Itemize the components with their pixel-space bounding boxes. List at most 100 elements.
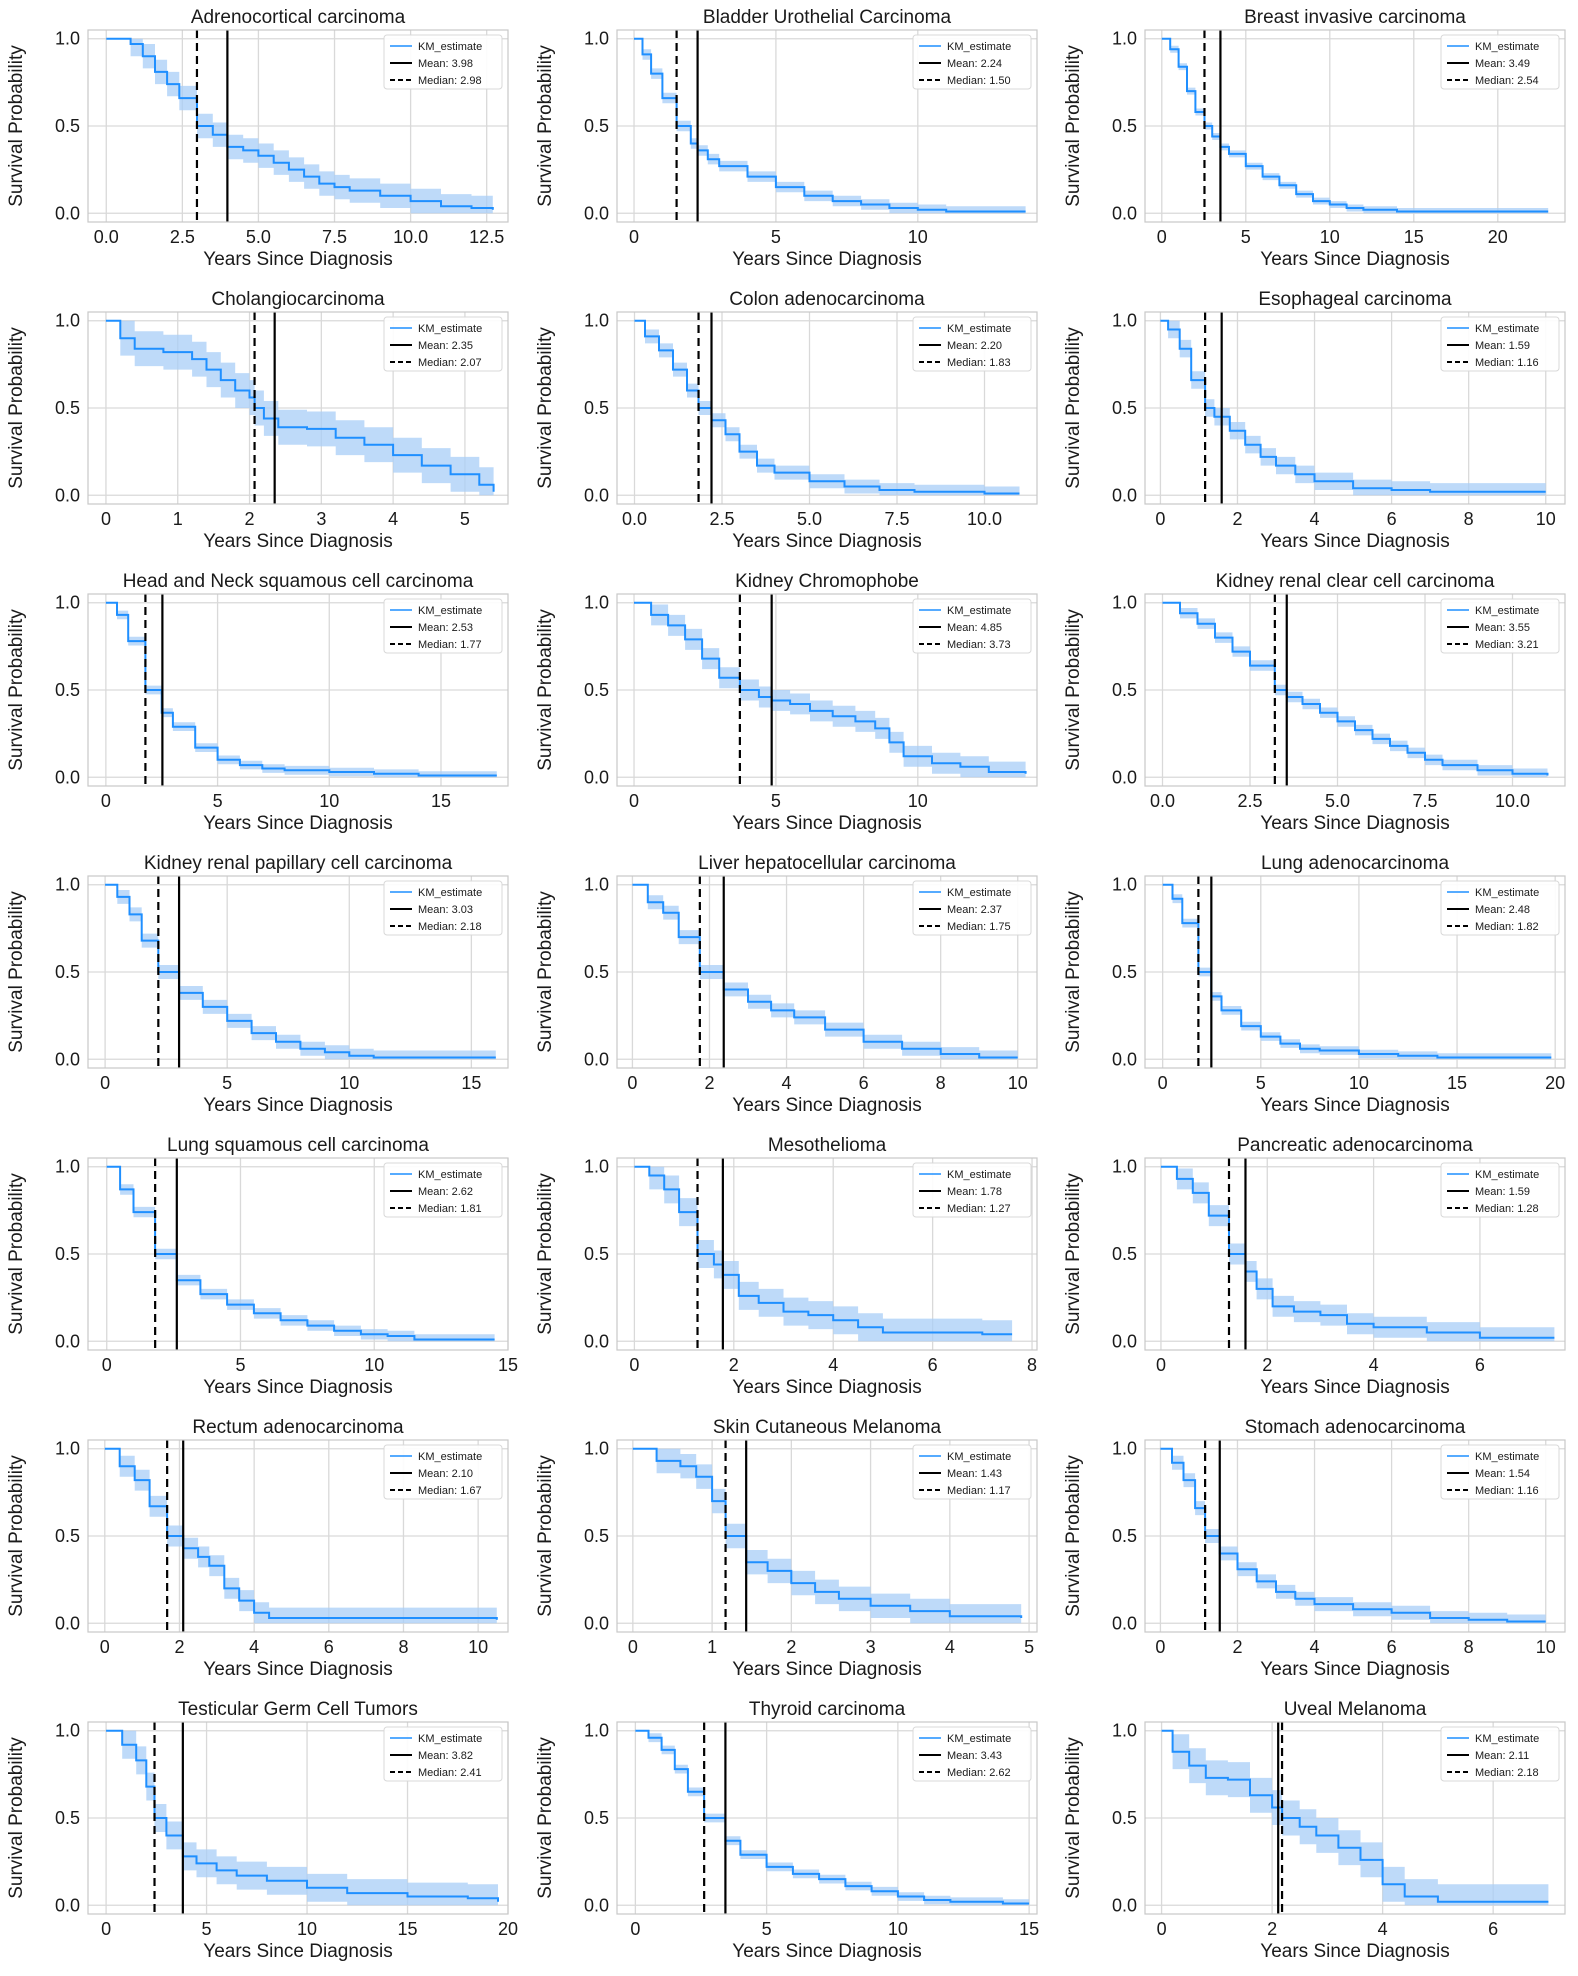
y-tick-label: 1.0 [1112,311,1137,331]
y-tick-label: 0.5 [1112,1526,1137,1546]
y-tick-label: 0.0 [1112,203,1137,223]
x-axis-label: Years Since Diagnosis [203,813,392,834]
km-estimate-line [632,1447,1023,1618]
chart-title: Breast invasive carcinoma [1244,7,1466,28]
x-tick-label: 0 [101,509,111,529]
legend-median-entry: Median: 1.28 [1475,1203,1539,1215]
chart-title: Stomach adenocarcinoma [1245,1417,1466,1438]
y-tick-label: 1.0 [584,1721,609,1741]
legend: KM_estimate Mean: 2.37 Median: 1.75 [912,880,1032,936]
x-tick-label: 6 [1488,1919,1498,1939]
legend-box [383,316,503,372]
km-panel-15: Pancreatic adenocarcinoma 0 2 4 6 0.0 0.5 1.0 Ye… [1063,1135,1566,1398]
y-tick-label: 1.0 [1112,29,1137,49]
y-tick-label: 0.0 [584,1049,609,1069]
y-axis-label: Survival Probability [535,1737,556,1899]
legend-km-entry: KM_estimate [1475,1169,1539,1181]
x-tick-label: 0 [1157,227,1167,247]
x-tick-label: 0 [100,1637,110,1657]
x-tick-label: 10 [908,791,928,811]
x-tick-label: 6 [1387,1637,1397,1657]
km-panel-6: Esophageal carcinoma 0 2 4 6 8 10 0.0 0.5 1.0 Year… [1063,289,1566,552]
km-confidence-band [634,38,1026,214]
plot-frame [87,29,509,223]
legend-km-entry: KM_estimate [947,1451,1011,1463]
plot-frame [1144,1439,1566,1633]
legend-mean-entry: Mean: 3.03 [418,904,473,916]
x-tick-label: 8 [398,1637,408,1657]
x-tick-label: 6 [859,1073,869,1093]
chart-title: Head and Neck squamous cell carcinoma [123,571,474,592]
x-tick-label: 0 [1155,1637,1165,1657]
plot-frame [616,593,1038,787]
y-axis-label: Survival Probability [6,45,27,207]
y-tick-label: 0.5 [1112,116,1137,136]
km-estimate-line [635,1729,1030,1905]
chart-title: Mesothelioma [768,1135,887,1156]
x-tick-label: 2 [1262,1355,1272,1375]
legend: KM_estimate Mean: 3.55 Median: 3.21 [1440,598,1560,654]
x-axis-label: Years Since Diagnosis [732,1659,921,1680]
legend-median-entry: Median: 1.17 [947,1485,1011,1497]
km-confidence-band [632,1448,1022,1624]
legend-km-entry: KM_estimate [1475,323,1539,335]
legend-box [912,1444,1032,1500]
y-axis-label: Survival Probability [1063,1455,1084,1617]
y-tick-label: 0.0 [584,1613,609,1633]
legend-box [1440,880,1560,936]
y-axis-label: Survival Probability [1063,609,1084,771]
chart-title: Colon adenocarcinoma [729,289,925,310]
y-tick-label: 0.0 [1112,485,1137,505]
x-axis-label: Years Since Diagnosis [1260,531,1449,552]
legend-mean-entry: Mean: 3.49 [1475,58,1530,70]
x-tick-label: 4 [1378,1919,1388,1939]
km-panel-9: Kidney renal clear cell carcinoma 0.0 2.5 5… [1063,571,1566,834]
legend-median-entry: Median: 1.16 [1475,1485,1539,1497]
x-tick-label: 3 [316,509,326,529]
km-confidence-band [1160,1166,1555,1342]
legend: KM_estimate Mean: 1.54 Median: 1.16 [1440,1444,1560,1500]
x-tick-label: 2.5 [709,509,734,529]
x-tick-label: 2 [245,509,255,529]
x-tick-label: 0 [100,1073,110,1093]
legend: KM_estimate Mean: 3.82 Median: 2.41 [383,1726,503,1782]
y-axis-label: Survival Probability [535,891,556,1053]
chart-title: Kidney Chromophobe [735,571,919,592]
x-tick-label: 5 [213,791,223,811]
legend-box [912,598,1032,654]
y-tick-label: 0.5 [55,398,80,418]
x-tick-label: 4 [249,1637,259,1657]
km-panel-17: Skin Cutaneous Melanoma 0 1 2 3 4 5 0.0 0.5 1.0 Ye… [535,1417,1038,1680]
plot-frame [87,593,509,787]
y-tick-label: 1.0 [584,875,609,895]
y-tick-label: 0.0 [1112,1331,1137,1351]
x-tick-label: 15 [1404,227,1424,247]
km-estimate-line [106,1165,495,1341]
y-tick-label: 0.0 [1112,1895,1137,1915]
legend: KM_estimate Mean: 2.53 Median: 1.77 [383,598,503,654]
x-axis-label: Years Since Diagnosis [732,1095,921,1116]
x-axis-label: Years Since Diagnosis [732,813,921,834]
km-estimate-line [634,601,1027,774]
chart-title: Thyroid carcinoma [749,1699,906,1720]
y-tick-label: 0.0 [584,485,609,505]
legend-median-entry: Median: 2.18 [418,921,482,933]
legend: KM_estimate Mean: 3.98 Median: 2.98 [383,34,503,90]
y-axis-label: Survival Probability [1063,45,1084,207]
km-confidence-band [106,1166,495,1342]
km-estimate-line [1162,883,1552,1059]
legend-mean-entry: Mean: 2.53 [418,622,473,634]
chart-title: Uveal Melanoma [1284,1699,1427,1720]
y-tick-label: 0.5 [584,398,609,418]
y-tick-label: 1.0 [1112,593,1137,613]
km-confidence-band [1161,1730,1549,1906]
legend-box [1440,34,1560,90]
x-tick-label: 10 [1536,509,1556,529]
x-tick-label: 20 [498,1919,518,1939]
plot-frame [87,1439,509,1633]
legend-mean-entry: Mean: 2.35 [418,340,473,352]
chart-title: Lung squamous cell carcinoma [167,1135,429,1156]
legend-mean-entry: Mean: 1.59 [1475,340,1530,352]
y-tick-label: 1.0 [55,1439,80,1459]
km-confidence-band [105,320,494,496]
